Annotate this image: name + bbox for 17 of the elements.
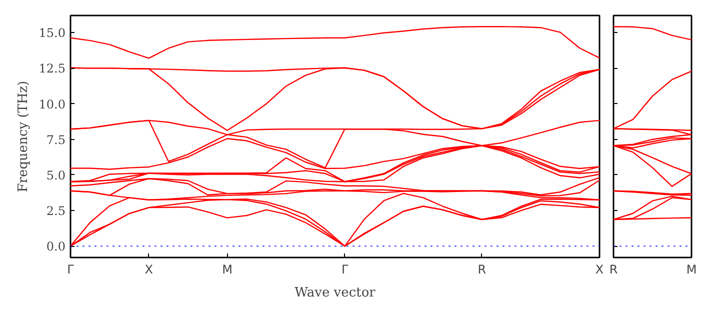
y-tick-label: 7.5: [46, 132, 66, 147]
x-tick-label: R: [609, 262, 618, 276]
x-tick-label: R: [478, 262, 486, 276]
x-tick-label: X: [595, 262, 604, 276]
x-tick-label: Γ: [67, 262, 74, 276]
y-tick-label: 2.5: [46, 204, 66, 218]
y-tick-label: 10.0: [38, 97, 66, 112]
y-tick-label: 0.0: [46, 240, 66, 254]
x-tick-label: M: [686, 262, 697, 276]
y-tick-label: 15.0: [38, 26, 66, 40]
x-axis-title: Wave vector: [294, 286, 376, 300]
y-tick-label: 12.5: [38, 62, 66, 76]
y-axis-title: Frequency (THz): [16, 80, 31, 192]
y-tick-label: 5.0: [46, 168, 66, 182]
x-tick-label: M: [222, 262, 232, 276]
x-tick-label: X: [144, 262, 153, 276]
x-tick-label: Γ: [341, 262, 348, 276]
